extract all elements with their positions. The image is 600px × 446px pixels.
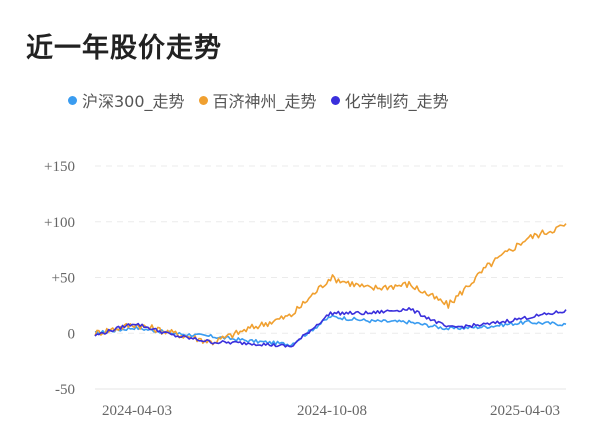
legend-item-hs300[interactable]: 沪深300_走势	[68, 88, 185, 112]
y-axis: +150 +100 +50 0 -50	[44, 159, 75, 398]
legend-label: 沪深300_走势	[82, 92, 185, 111]
x-tick-label: 2025-04-03	[490, 403, 560, 419]
y-tick-label: +150	[44, 159, 75, 175]
series-line	[94, 223, 567, 346]
series-line	[94, 314, 567, 347]
x-tick-label: 2024-04-03	[102, 403, 172, 419]
x-tick-label: 2024-10-08	[297, 403, 367, 419]
legend-dot-icon	[68, 95, 77, 105]
chart-legend: 沪深300_走势 百济神州_走势 化学制药_走势	[68, 88, 463, 112]
y-tick-label: +50	[52, 271, 75, 287]
legend-label: 百济神州_走势	[212, 92, 317, 111]
legend-item-chem-pharma[interactable]: 化学制药_走势	[330, 88, 449, 112]
y-tick-label: 0	[68, 326, 76, 342]
legend-dot-icon	[330, 95, 340, 105]
legend-label: 化学制药_走势	[344, 92, 449, 111]
y-tick-label: -50	[55, 382, 75, 398]
series-lines	[94, 223, 567, 348]
chart-title: 近一年股价走势	[26, 33, 222, 64]
x-axis: 2024-04-03 2024-10-08 2025-04-03	[102, 403, 560, 419]
legend-dot-icon	[198, 95, 208, 105]
grid-lines	[95, 165, 566, 390]
y-tick-label: +100	[44, 215, 75, 231]
legend-item-beigene[interactable]: 百济神州_走势	[198, 88, 317, 112]
series-line	[94, 306, 567, 348]
